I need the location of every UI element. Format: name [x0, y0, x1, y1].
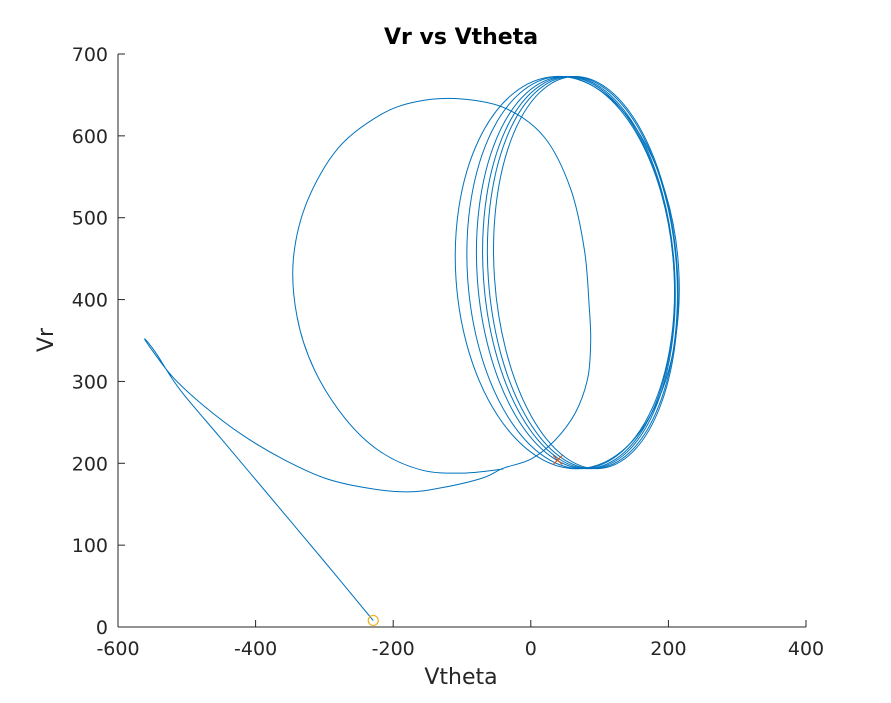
y-ticks: 0 100 200 300 400 500 600 700 — [72, 44, 125, 639]
chart-title: Vr vs Vtheta — [384, 25, 538, 50]
start-marker — [367, 614, 379, 627]
x-tick-label: 400 — [788, 638, 824, 660]
y-tick-label: 0 — [96, 617, 108, 639]
y-tick-label: 100 — [72, 535, 108, 557]
x-ticks: -600 -400 -200 0 200 400 — [96, 620, 824, 660]
y-tick-label: 500 — [72, 208, 108, 230]
y-axis-label: Vr — [34, 327, 59, 352]
y-tick-label: 200 — [72, 453, 108, 475]
orbit-loop — [493, 75, 679, 470]
y-tick-label: 300 — [72, 371, 108, 393]
x-tick-label: -600 — [96, 638, 139, 660]
trajectory-line — [144, 97, 592, 621]
markers — [367, 455, 563, 627]
y-tick-label: 700 — [72, 44, 108, 66]
x-axis-label: Vtheta — [424, 665, 497, 690]
plot-lines — [144, 75, 680, 621]
y-tick-label: 400 — [72, 290, 108, 312]
x-tick-label: 0 — [525, 638, 537, 660]
x-tick-label: -200 — [372, 638, 415, 660]
y-tick-label: 600 — [72, 126, 108, 148]
x-tick-label: 200 — [650, 638, 686, 660]
x-tick-label: -400 — [234, 638, 277, 660]
end-marker — [552, 455, 563, 465]
